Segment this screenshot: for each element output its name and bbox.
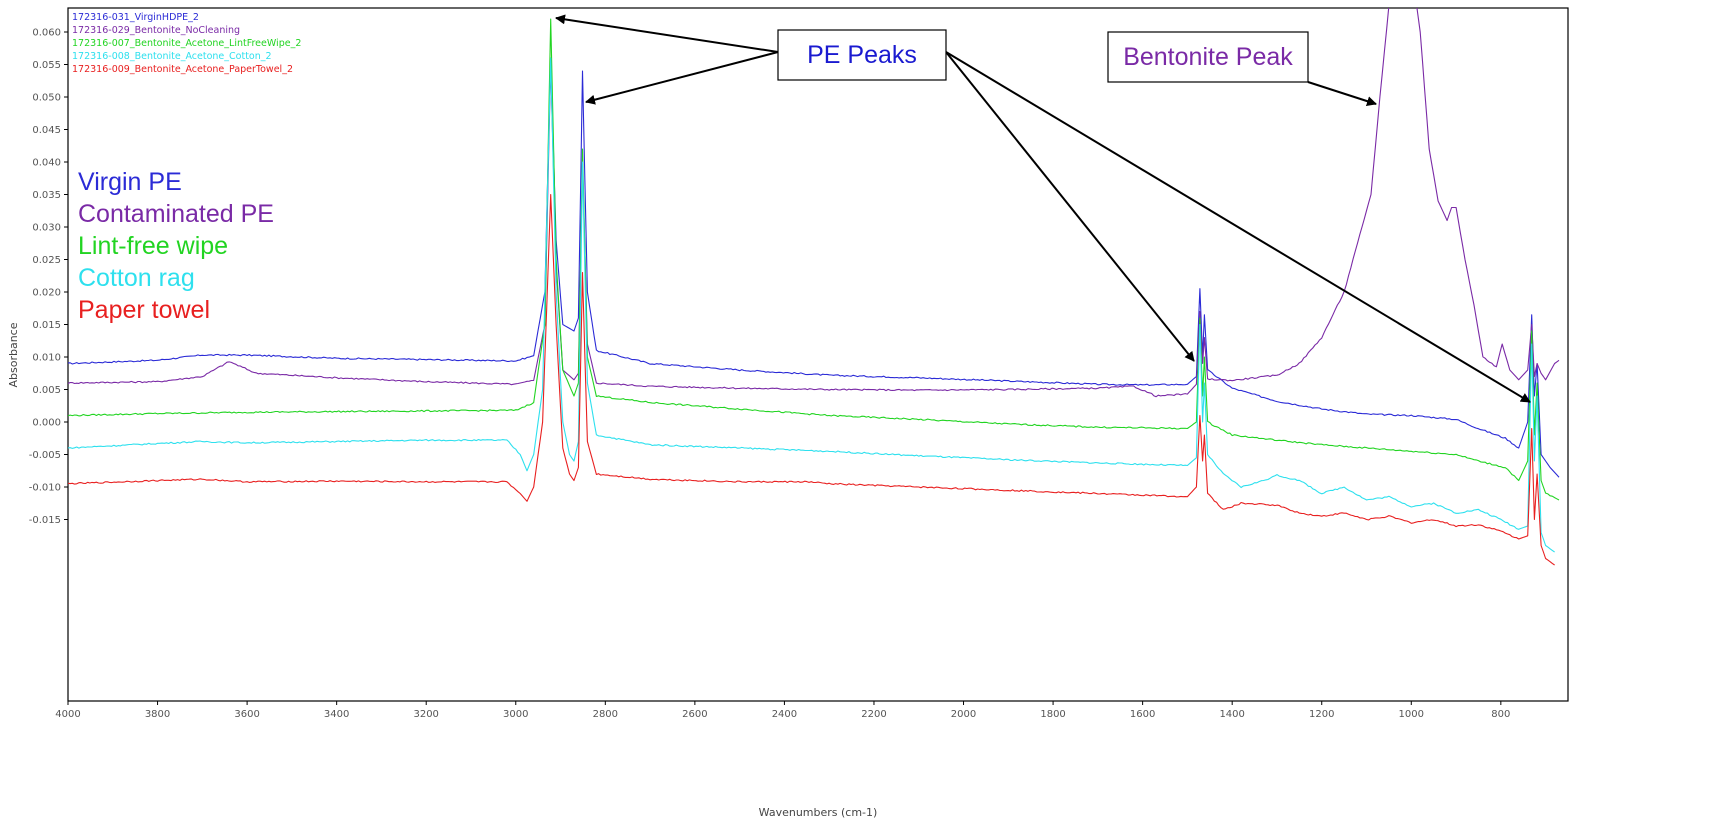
file-legend-entry: 172316-009_Bentonite_Acetone_PaperTowel_…: [72, 64, 293, 75]
file-legend: 172316-031_VirginHDPE_2 172316-029_Benton…: [72, 12, 301, 75]
y-tick-label: -0.005: [29, 450, 61, 461]
x-tick-label: 800: [1491, 709, 1510, 720]
y-tick-label: 0.010: [32, 353, 61, 364]
annotation-label: PE Peaks: [807, 41, 917, 69]
x-tick-label: 2200: [861, 709, 886, 720]
x-tick-label: 3600: [234, 709, 259, 720]
x-tick-label: 1200: [1309, 709, 1334, 720]
spectrum-line: [68, 8, 1560, 398]
y-tick-label: 0.035: [32, 190, 61, 201]
y-tick-label: 0.055: [32, 60, 61, 71]
annotation-arrow: [1307, 81, 1377, 106]
x-tick-label: 1000: [1399, 709, 1424, 720]
sample-legend-entry: Cotton rag: [78, 264, 195, 292]
y-tick-label: 0.045: [32, 125, 61, 136]
x-axis-ticks: 4000 3800 3600 3400 3200 3000 2800 2600 2400 2200…: [55, 701, 1510, 720]
annotation-arrow: [555, 14, 779, 53]
annotation-arrow: [945, 51, 1531, 403]
x-tick-label: 2800: [593, 709, 618, 720]
annotation-box: [777, 29, 947, 81]
annotation-arrow: [585, 51, 779, 105]
y-tick-label: 0.015: [32, 320, 61, 331]
x-tick-label: 3000: [503, 709, 528, 720]
x-tick-label: 4000: [55, 709, 80, 720]
y-tick-label: 0.050: [32, 93, 61, 104]
x-tick-label: 3800: [145, 709, 170, 720]
x-tick-label: 3400: [324, 709, 349, 720]
file-legend-entry: 172316-008_Bentonite_Acetone_Cotton_2: [72, 51, 272, 62]
sample-legend-entry: Lint-free wipe: [78, 232, 228, 260]
sample-legend-entry: Virgin PE: [78, 168, 182, 196]
file-legend-entry: 172316-029_Bentonite_NoCleaning: [72, 25, 240, 36]
spectrum-line: [68, 57, 1555, 553]
y-tick-label: 0.005: [32, 385, 61, 396]
x-tick-label: 2000: [951, 709, 976, 720]
y-tick-label: 0.020: [32, 288, 61, 299]
file-legend-entry: 172316-007_Bentonite_Acetone_LintFreeWip…: [72, 38, 301, 49]
x-tick-label: 2400: [772, 709, 797, 720]
annotation-label: Bentonite Peak: [1123, 43, 1293, 71]
spectrum-line: [68, 18, 1560, 501]
y-tick-label: 0.040: [32, 158, 61, 169]
x-tick-label: 1800: [1040, 709, 1065, 720]
y-tick-label: -0.015: [29, 515, 61, 526]
x-tick-label: 1600: [1130, 709, 1155, 720]
annotation-box: [1107, 31, 1309, 83]
annotation-arrow: [945, 51, 1195, 362]
y-tick-label: -0.010: [29, 483, 61, 494]
x-axis-title: Wavenumbers (cm-1): [759, 806, 878, 819]
spectrum-line: [68, 57, 1560, 478]
y-tick-label: 0.030: [32, 223, 61, 234]
sample-legend-entry: Contaminated PE: [78, 200, 274, 228]
y-axis-title: Absorbance: [7, 322, 20, 387]
y-tick-label: 0.060: [32, 28, 61, 39]
peak-annotations: PE Peaks Bentonite Peak: [555, 14, 1531, 403]
sample-legend-entry: Paper towel: [78, 296, 210, 324]
sample-legend: Virgin PE Contaminated PE Lint-free wipe Co…: [78, 168, 274, 324]
x-tick-label: 3200: [413, 709, 438, 720]
y-tick-label: 0.025: [32, 255, 61, 266]
x-tick-label: 1400: [1219, 709, 1244, 720]
x-tick-label: 2600: [682, 709, 707, 720]
y-tick-label: 0.000: [32, 418, 61, 429]
y-axis-ticks: 0.060 0.055 0.050 0.045 0.040 0.035 0.030 0.025…: [29, 28, 68, 526]
spectrum-series-group: [68, 8, 1560, 566]
file-legend-entry: 172316-031_VirginHDPE_2: [72, 12, 199, 23]
plot-frame: [67, 7, 1569, 702]
spectrum-line: [68, 193, 1555, 566]
